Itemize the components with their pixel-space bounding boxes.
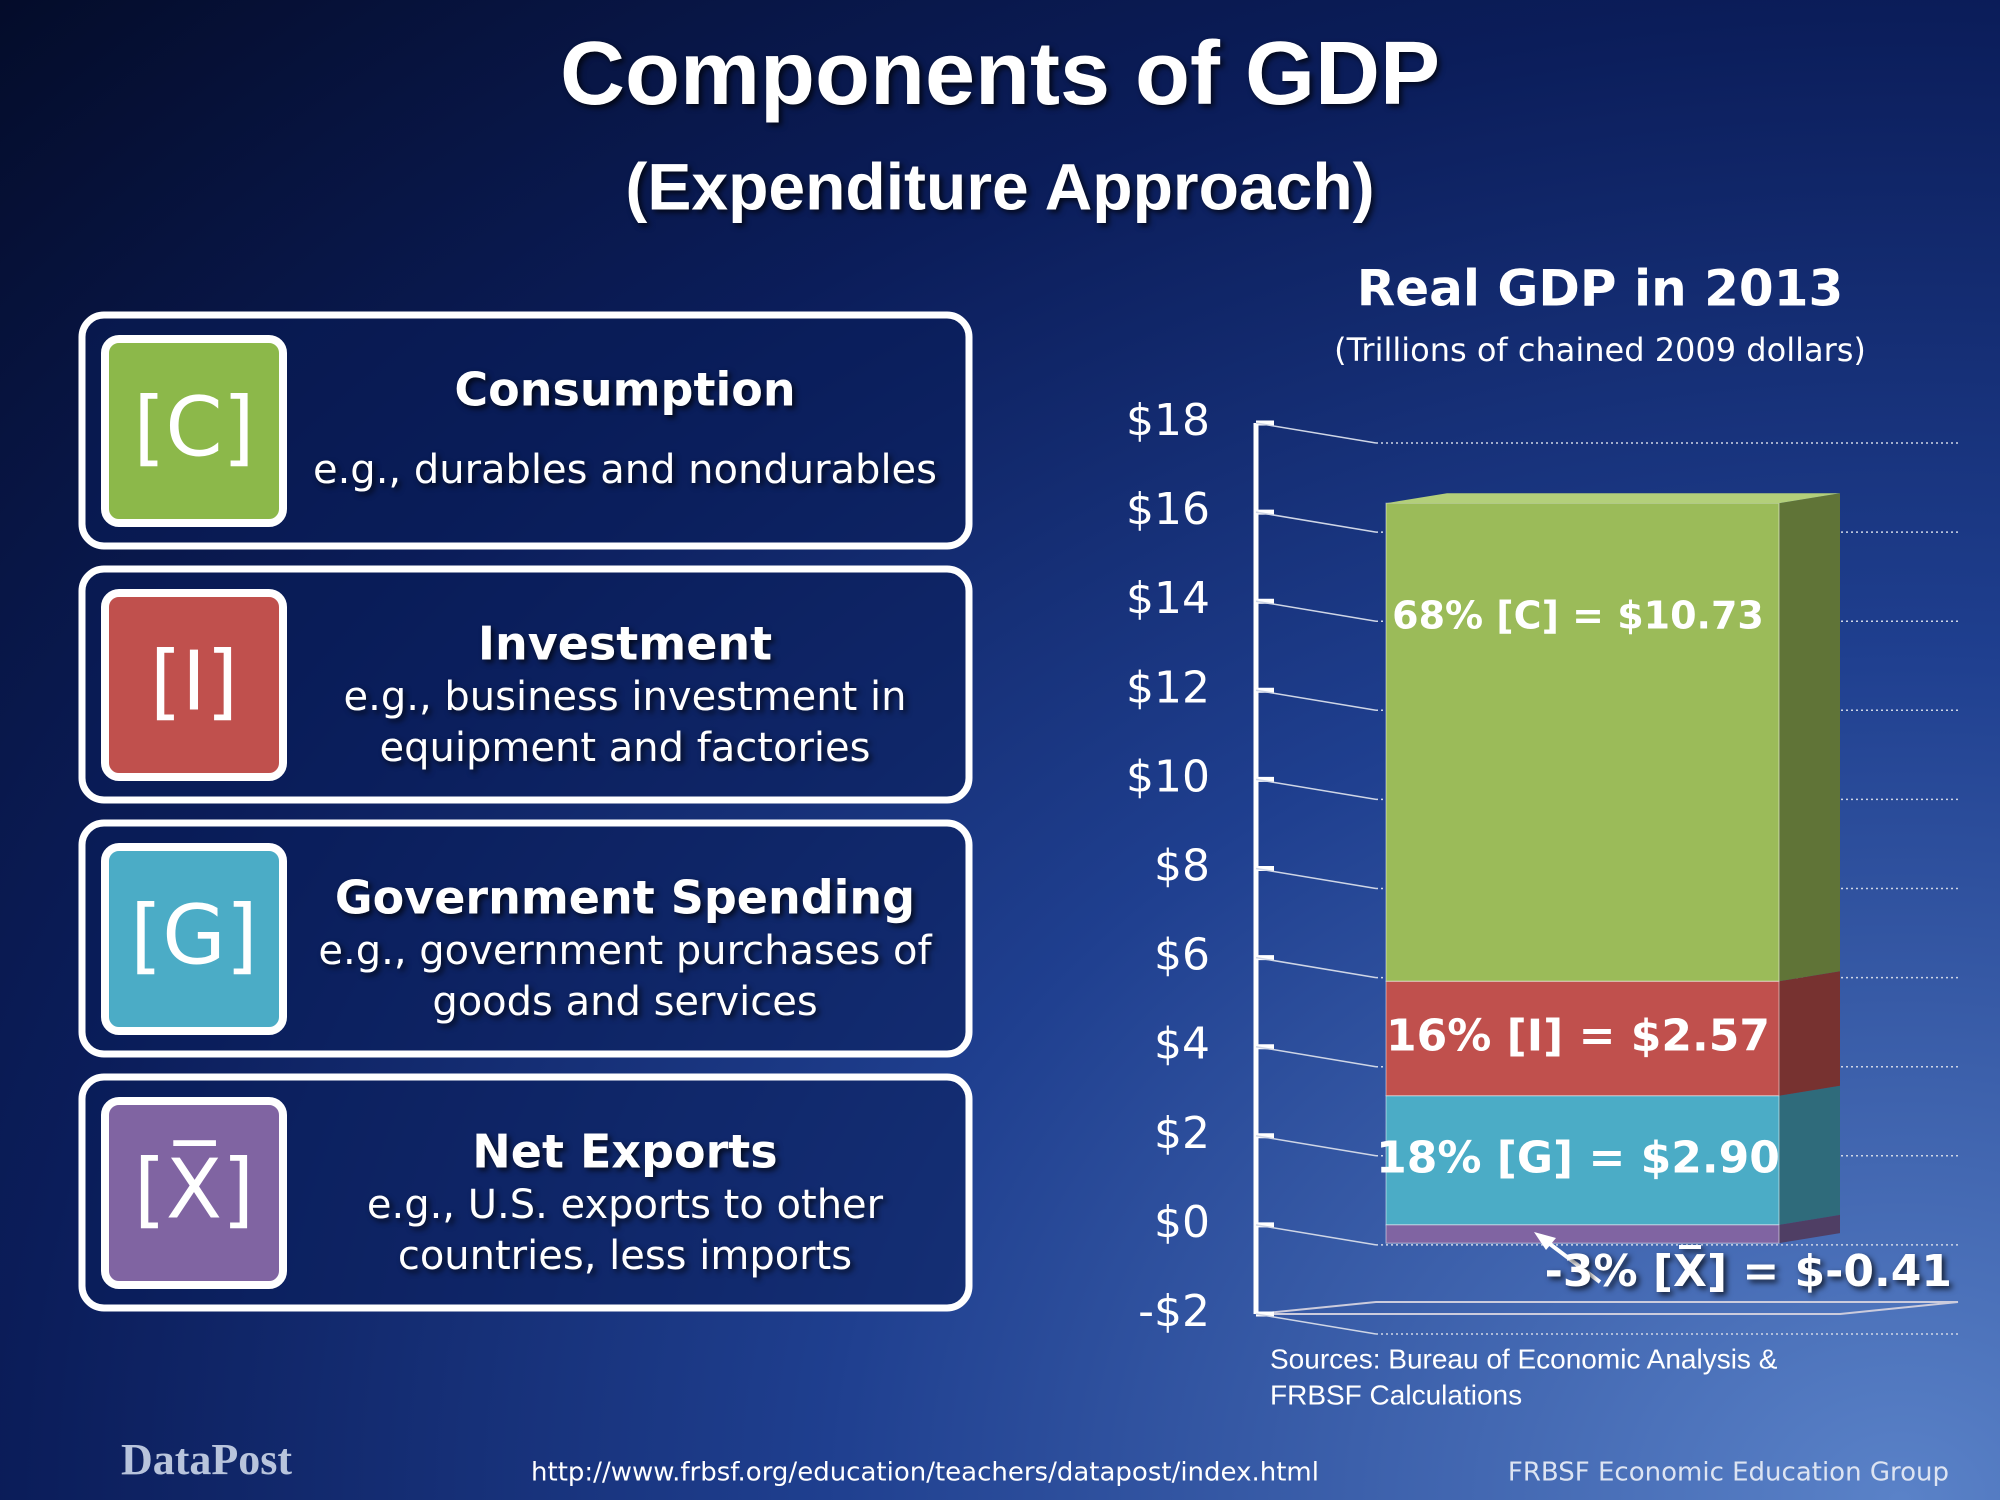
component-desc: e.g., business investment in [344, 674, 907, 720]
floor [1255, 1301, 1959, 1315]
component-name: Investment [478, 617, 772, 671]
y-tick-label: $6 [1154, 930, 1210, 981]
component-symbol: [X̅] [134, 1141, 254, 1238]
footer-credit: FRBSF Economic Education Group [1508, 1458, 1949, 1488]
y-tick-label: $10 [1126, 751, 1210, 802]
y-tick-label: $8 [1154, 841, 1210, 892]
component-box [78, 819, 973, 1058]
component-box [78, 1073, 973, 1312]
grid-line [1255, 1313, 1377, 1335]
component-desc: e.g., durables and nondurables [313, 447, 937, 493]
symbol-box [101, 335, 287, 527]
bar-side [1779, 1085, 1840, 1225]
component-desc: e.g., U.S. exports to other [367, 1182, 884, 1228]
source: Sources: Bureau of Economic Analysis & [1270, 1343, 1778, 1374]
bar [1385, 1095, 1780, 1226]
label-arrow [1540, 1236, 1602, 1284]
component-box [78, 311, 973, 550]
bar [1385, 502, 1780, 982]
source: FRBSF Calculations [1270, 1379, 1522, 1410]
component-desc: countries, less imports [398, 1233, 852, 1279]
logo: DataPost [121, 1435, 292, 1484]
y-tick-label: $0 [1154, 1197, 1210, 1248]
label-arrowhead [1534, 1232, 1556, 1250]
slide-title: Components of GDP [560, 24, 1440, 124]
symbol-box [101, 589, 287, 781]
component-box [78, 565, 973, 804]
grid-line [1255, 1135, 1377, 1157]
chart-title: Real GDP in 2013 [1357, 260, 1844, 318]
chart-subtitle: (Trillions of chained 2009 dollars) [1334, 331, 1866, 369]
component-name: Government Spending [335, 871, 915, 925]
symbol-box [101, 1097, 287, 1289]
grid-line [1255, 778, 1377, 801]
component-name: Consumption [454, 363, 795, 417]
component-symbol: [I] [150, 634, 238, 729]
value-label: 16% [I] = $2.57 [1386, 1010, 1770, 1061]
component-name: Net Exports [472, 1125, 777, 1179]
grid-line [1255, 1224, 1377, 1246]
grid-line [1255, 600, 1377, 622]
value-label: 18% [G] = $2.90 [1376, 1132, 1780, 1183]
bar [1385, 1224, 1780, 1244]
component-desc: e.g., government purchases of [318, 928, 932, 974]
bar-top [1386, 493, 1840, 504]
grid-line [1255, 511, 1377, 533]
grid-line [1255, 422, 1377, 444]
footer-url: http://www.frbsf.org/education/teachers/… [531, 1458, 1319, 1488]
bar-side [1779, 493, 1840, 982]
grid-line [1255, 867, 1377, 890]
grid-line [1255, 689, 1377, 712]
y-tick-label: $16 [1126, 484, 1210, 535]
y-tick-label: $14 [1126, 573, 1210, 624]
y-tick-label: $18 [1126, 395, 1210, 446]
component-symbol: [C] [133, 380, 254, 475]
grid-line [1255, 1045, 1377, 1068]
bar [1385, 980, 1780, 1097]
component-symbol: [G] [130, 888, 258, 983]
component-desc: goods and services [432, 979, 817, 1025]
y-tick-label: $4 [1154, 1019, 1210, 1070]
bar-side [1779, 1214, 1840, 1244]
y-tick-label: $12 [1126, 662, 1210, 713]
symbol-box [101, 843, 287, 1035]
slide-subtitle: (Expenditure Approach) [625, 149, 1374, 223]
grid-line [1255, 956, 1377, 979]
y-tick-label: -$2 [1138, 1286, 1210, 1337]
component-desc: equipment and factories [380, 725, 871, 771]
y-tick-label: $2 [1154, 1108, 1210, 1159]
value-label: -3% [X̅] = $-0.41 [1545, 1243, 1952, 1297]
value-label: 68% [C] = $10.73 [1392, 594, 1764, 638]
bar-side [1779, 971, 1840, 1096]
